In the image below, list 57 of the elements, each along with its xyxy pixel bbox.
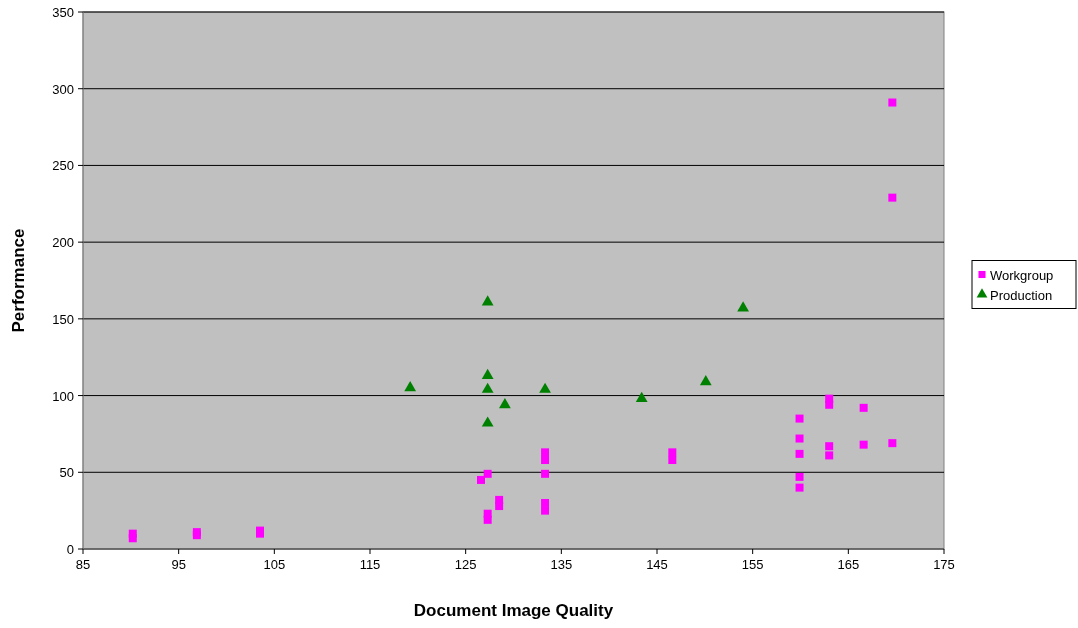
point [888, 439, 897, 448]
point [825, 394, 834, 403]
point [795, 483, 804, 492]
point [888, 193, 897, 202]
point [888, 98, 897, 107]
y-tick-label: 250 [52, 158, 74, 174]
point [404, 381, 417, 392]
point [859, 403, 868, 412]
point [859, 440, 868, 449]
y-tick-label: 200 [52, 235, 74, 251]
point [795, 434, 804, 443]
x-axis-title: Document Image Quality [413, 601, 614, 620]
y-tick-label: 300 [52, 81, 74, 97]
x-tick-label: 165 [837, 557, 860, 572]
y-tick-label: 150 [52, 311, 74, 327]
x-tick-label: 155 [741, 557, 764, 572]
point [541, 456, 550, 465]
point [825, 442, 834, 451]
point [635, 391, 648, 403]
point [481, 416, 494, 427]
point [737, 301, 749, 312]
y-tick-label: 350 [52, 5, 74, 20]
x-tick-label: 135 [550, 557, 573, 572]
point [541, 506, 550, 515]
x-tick-label: 105 [263, 557, 286, 572]
point [795, 472, 804, 481]
point [481, 368, 494, 380]
point [668, 456, 677, 465]
y-tick-label: 50 [59, 465, 74, 481]
point [795, 414, 804, 423]
x-tick-label: 95 [171, 557, 186, 572]
x-tick-label: 85 [75, 557, 91, 572]
x-tick-label: 125 [454, 557, 477, 572]
point [483, 509, 492, 518]
point [825, 451, 834, 460]
x-tick-label: 115 [359, 557, 381, 572]
point [541, 469, 550, 478]
point [128, 529, 137, 538]
point [495, 495, 504, 504]
point [499, 397, 511, 409]
point [699, 374, 712, 386]
y-tick-label: 100 [52, 388, 74, 404]
point [795, 449, 804, 458]
x-tick-label: 145 [646, 557, 668, 572]
y-axis-title: Performance [9, 228, 28, 333]
point [481, 382, 494, 393]
point [541, 448, 550, 457]
point [481, 295, 494, 306]
point [668, 448, 677, 457]
legend-label: Production [990, 287, 1053, 303]
point [476, 475, 485, 484]
point [541, 498, 550, 507]
point [483, 469, 492, 478]
legend-label: Workgroup [990, 267, 1054, 283]
x-tick-label: 175 [933, 557, 955, 572]
y-tick-label: 0 [66, 542, 74, 557]
point [539, 382, 551, 393]
